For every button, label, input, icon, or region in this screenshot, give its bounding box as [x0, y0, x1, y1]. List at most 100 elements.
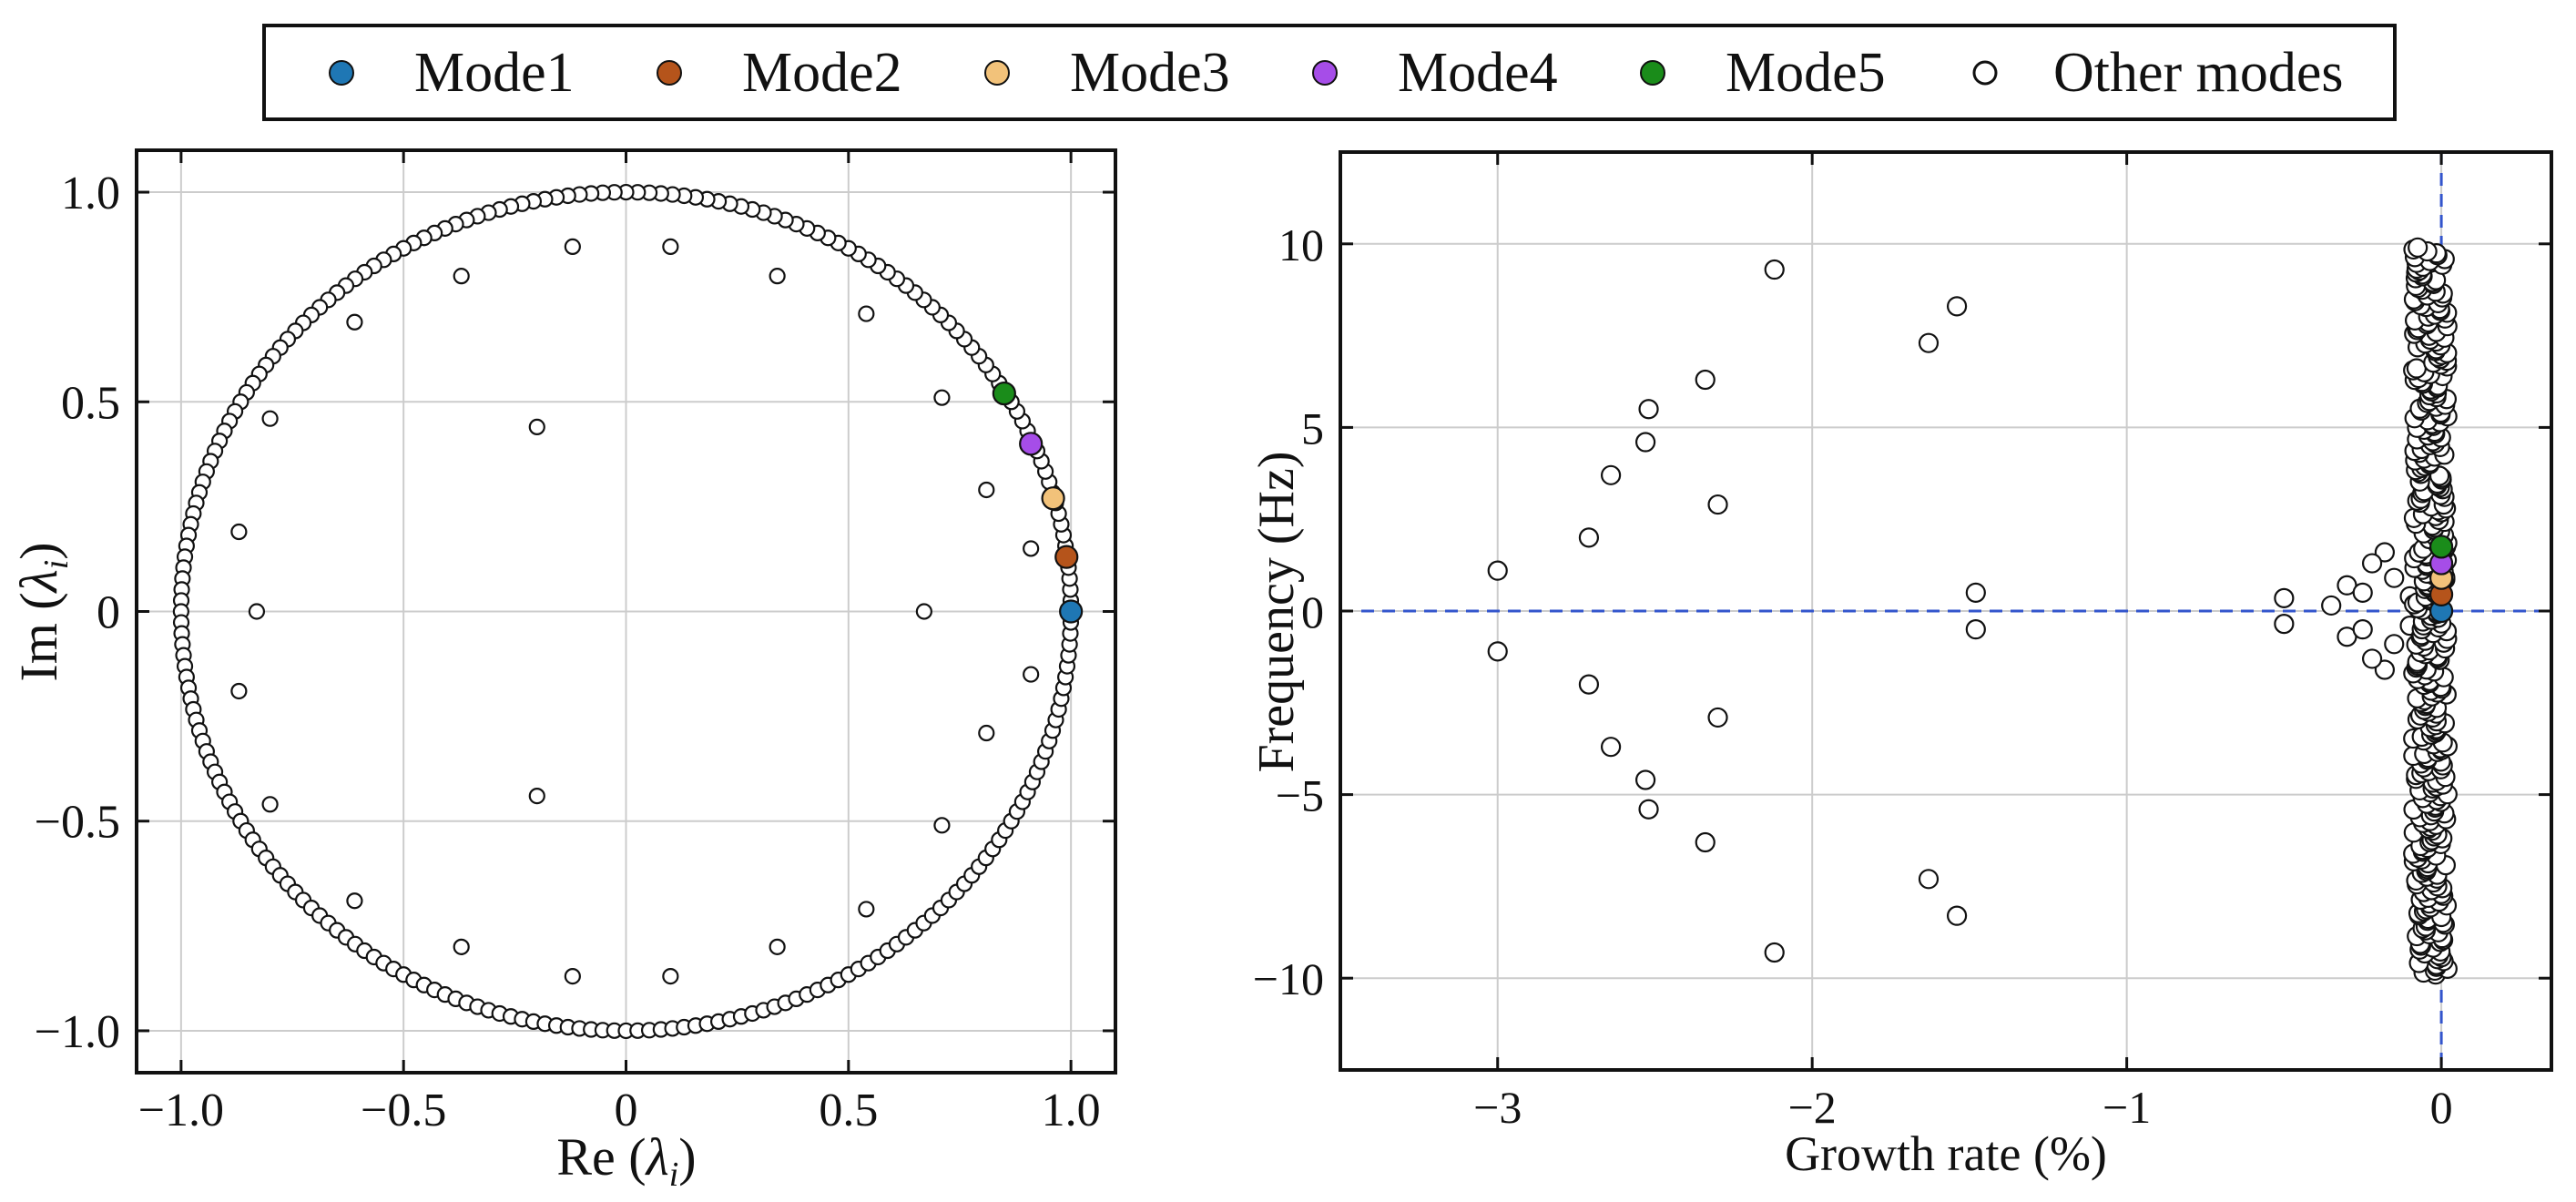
legend-marker-mode5: [1640, 60, 1665, 86]
legend: Mode1 Mode2 Mode3 Mode4 Mode5 Other mode…: [262, 24, 2397, 121]
data-point-other: [1946, 905, 1968, 926]
data-point-other: [1946, 296, 1968, 317]
y-tick-label: 0.5: [61, 377, 120, 429]
data-point-mode5: [2428, 535, 2454, 559]
data-point-mode5: [992, 381, 1016, 406]
data-point-other: [1764, 259, 1785, 280]
data-point-other: [858, 901, 875, 918]
data-point-other: [2274, 587, 2295, 608]
data-point-other: [230, 523, 248, 541]
data-point-other: [1764, 942, 1785, 963]
y-tick-label: 10: [1278, 219, 1324, 270]
data-point-other: [1023, 540, 1040, 557]
x-tick-label: 0.5: [819, 1085, 878, 1136]
data-point-other: [2321, 595, 2342, 616]
legend-marker-mode2: [657, 60, 682, 86]
data-point-other: [2374, 659, 2396, 680]
data-point-other: [1918, 332, 1940, 353]
legend-label-mode3: Mode3: [1070, 42, 1230, 104]
x-tick-label: −2: [1788, 1082, 1837, 1133]
right-ylabel: Frequency (Hz): [1248, 452, 1305, 773]
right-grid: [1340, 152, 2551, 1070]
y-tick-label: 1.0: [61, 168, 120, 219]
legend-marker-mode3: [984, 60, 1010, 86]
data-point-mode2: [1054, 545, 1079, 569]
data-point-other: [2361, 648, 2383, 669]
data-point-other: [978, 481, 995, 499]
data-point-other: [2384, 567, 2405, 588]
data-point-other: [1487, 641, 1508, 662]
data-point-other: [1487, 560, 1508, 581]
data-point-other: [1578, 674, 1600, 695]
data-point-other: [248, 603, 266, 620]
left-ylabel: Im (λi): [9, 542, 76, 681]
data-point-mode3: [1041, 486, 1065, 511]
right-xlabel: Growth rate (%): [1785, 1126, 2107, 1181]
y-tick-label: −5: [1276, 770, 1324, 821]
data-point-other: [978, 724, 995, 742]
data-point-other: [261, 796, 279, 813]
data-point-other: [1634, 432, 1656, 453]
data-point-other: [2408, 237, 2428, 258]
y-tick-label: 0: [1301, 586, 1324, 637]
data-point-other: [230, 682, 248, 700]
data-point-other: [1965, 582, 1986, 603]
legend-marker-mode4: [1312, 60, 1338, 86]
data-point-other: [769, 268, 786, 285]
y-tick-label: −10: [1253, 953, 1324, 1004]
data-point-other: [662, 238, 679, 256]
data-point-other: [1023, 666, 1040, 683]
data-point-other: [564, 967, 581, 985]
data-point-other: [915, 603, 932, 620]
data-point-other: [453, 268, 470, 285]
legend-label-other: Other modes: [2053, 42, 2344, 104]
data-point-other: [662, 967, 679, 985]
data-point-other: [564, 238, 581, 256]
x-tick-label: 1.0: [1042, 1085, 1101, 1136]
data-point-other: [1918, 869, 1940, 890]
data-point-other: [1638, 799, 1659, 820]
legend-label-mode5: Mode5: [1726, 42, 1886, 104]
data-point-other: [2374, 542, 2396, 563]
right-points: [1487, 237, 2458, 985]
left-points: [172, 183, 1084, 1040]
data-point-other: [1638, 399, 1659, 420]
x-tick-label: 0: [615, 1085, 638, 1136]
legend-label-mode1: Mode1: [414, 42, 575, 104]
data-point-other: [2361, 553, 2383, 574]
left-grid: [137, 150, 1115, 1073]
legend-label-mode4: Mode4: [1398, 42, 1558, 104]
data-point-other: [2384, 634, 2405, 655]
data-point-other: [346, 892, 363, 910]
data-point-other: [261, 410, 279, 427]
x-tick-label: −1: [2103, 1082, 2151, 1133]
y-tick-label: −1.0: [35, 1006, 120, 1058]
x-tick-label: −0.5: [361, 1085, 446, 1136]
left-panel: −1.0 −0.5 0 0.5 1.0 −1.0 −0.5 0 0.5 1.0 Re (λi) I…: [9, 148, 1117, 1194]
data-point-other: [1707, 707, 1728, 728]
data-point-other: [1965, 619, 1986, 640]
data-point-other: [346, 313, 363, 331]
left-xlabel: Re (λi): [556, 1127, 696, 1194]
x-tick-label: 0: [2430, 1082, 2453, 1133]
data-point-other: [1600, 464, 1622, 485]
legend-label-mode2: Mode2: [742, 42, 902, 104]
legend-marker-mode1: [329, 60, 354, 86]
data-point-other: [528, 787, 545, 805]
data-point-other: [1600, 737, 1622, 758]
legend-marker-other: [1972, 60, 1998, 86]
y-tick-label: 5: [1301, 402, 1324, 453]
data-point-other: [1695, 369, 1716, 391]
data-point-other: [528, 418, 545, 435]
data-point-other: [1707, 494, 1728, 515]
data-point-mode4: [1019, 432, 1044, 456]
data-point-other: [1695, 831, 1716, 853]
data-point-other: [858, 305, 875, 322]
data-point-other: [453, 938, 470, 955]
x-tick-label: −3: [1473, 1082, 1522, 1133]
x-tick-label: −1.0: [138, 1085, 224, 1136]
left-ticks: −1.0 −0.5 0 0.5 1.0 −1.0 −0.5 0 0.5 1.0: [35, 150, 1115, 1136]
